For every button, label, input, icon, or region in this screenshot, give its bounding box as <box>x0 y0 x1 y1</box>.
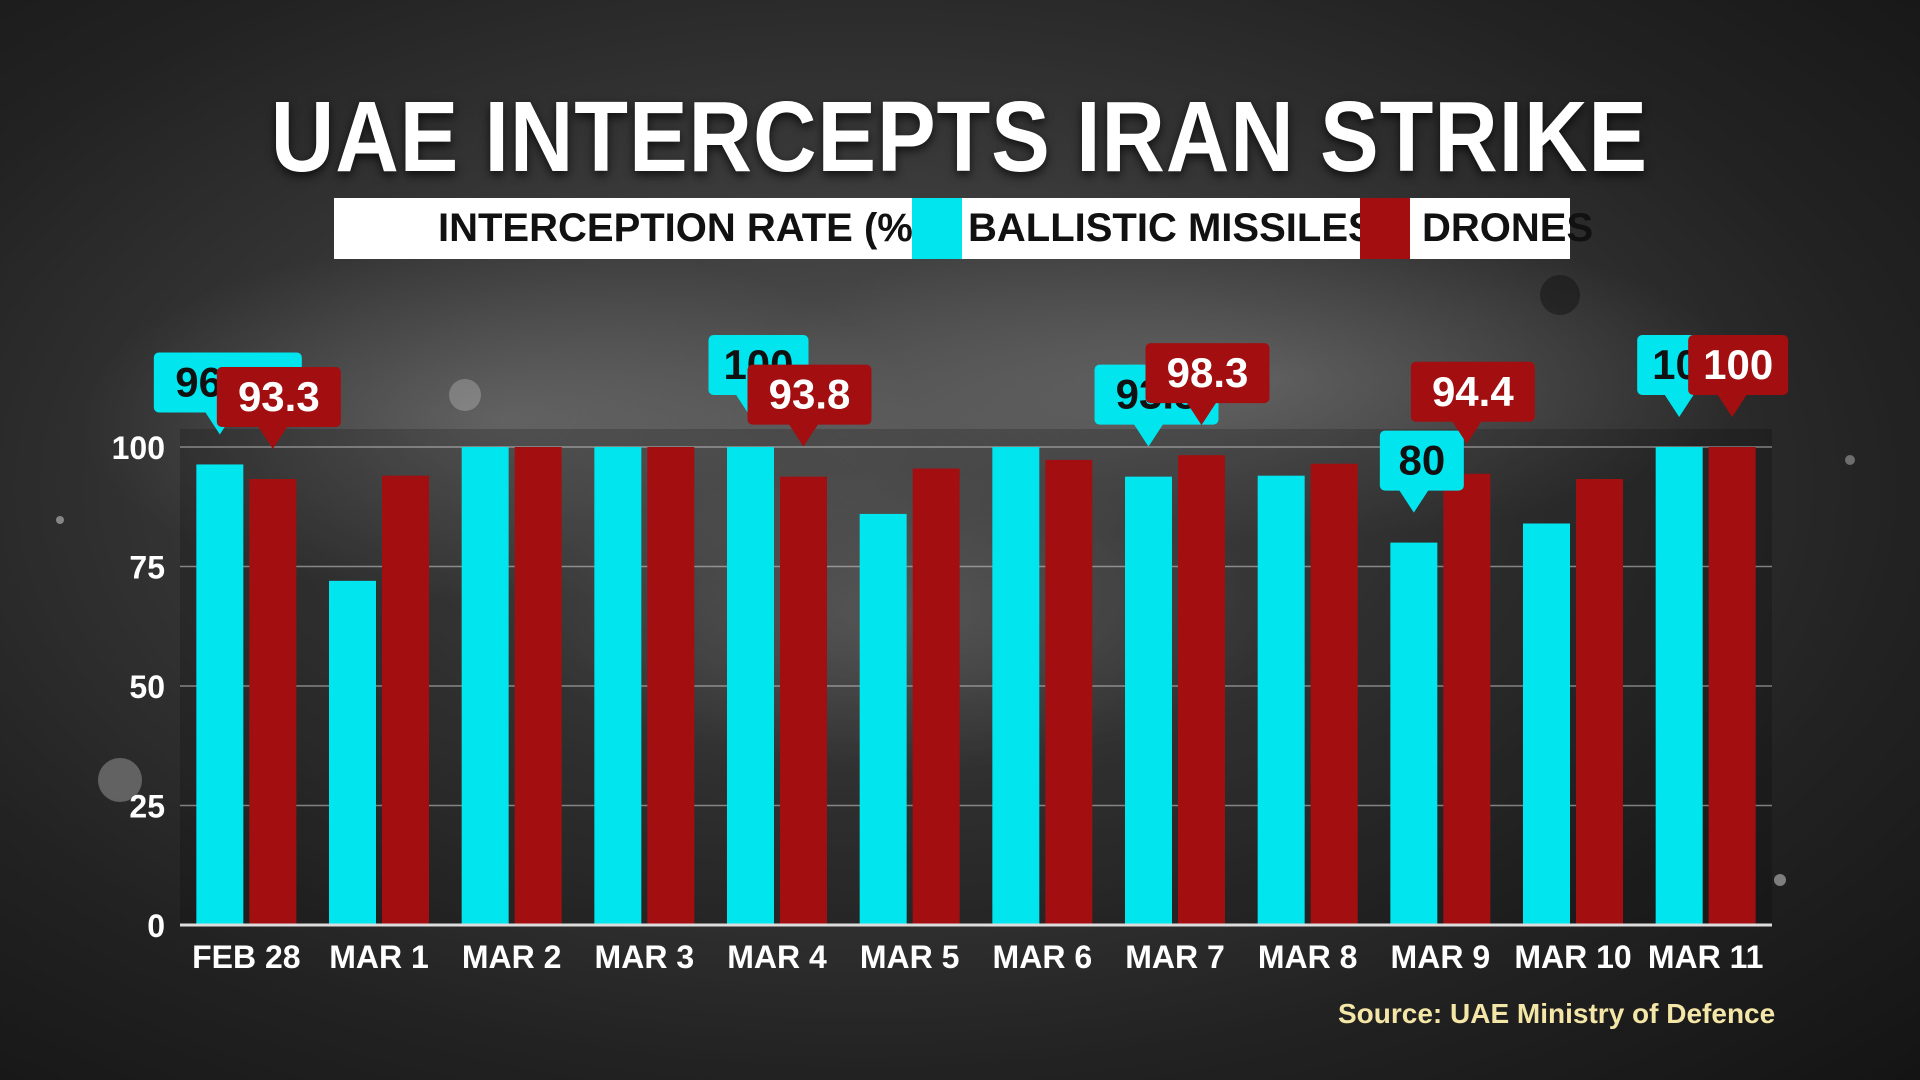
bar-ballistic <box>1125 476 1172 925</box>
legend: INTERCEPTION RATE (%) BALLISTIC MISSILES… <box>334 198 1593 259</box>
x-tick-label: MAR 4 <box>727 939 827 975</box>
legend-rate-label: INTERCEPTION RATE (%) <box>438 206 927 250</box>
data-label: 93.3 <box>238 373 320 420</box>
callout-pointer <box>1398 489 1429 513</box>
bar-ballistic <box>196 464 244 925</box>
callout-box <box>1688 335 1789 395</box>
bar-ballistic <box>594 447 642 925</box>
bar-ballistic <box>461 447 509 925</box>
bar-drones <box>1045 459 1093 925</box>
callout-pointer <box>1133 423 1164 447</box>
callout-pointer <box>257 426 288 450</box>
callout-drones: 100 <box>1688 335 1789 417</box>
data-label: 98.3 <box>1167 349 1249 396</box>
x-tick-label: MAR 6 <box>993 939 1093 975</box>
y-tick-label: 100 <box>112 430 165 466</box>
bar-ballistic <box>1257 475 1305 925</box>
data-label: 93.8 <box>769 371 851 418</box>
bar-ballistic <box>1523 523 1570 925</box>
x-tick-label: MAR 8 <box>1258 939 1358 975</box>
data-label: 80 <box>1398 437 1445 484</box>
legend-drones-label: DRONES <box>1422 206 1594 250</box>
callout-ballistic: 80 <box>1379 430 1464 513</box>
y-tick-label: 25 <box>129 789 165 825</box>
y-tick-label: 0 <box>147 908 165 944</box>
callout-box <box>747 364 872 425</box>
bar-ballistic <box>1655 447 1703 925</box>
source-note: Source: UAE Ministry of Defence <box>1338 998 1776 1029</box>
bar-drones <box>1708 447 1756 925</box>
callout-pointer <box>1451 420 1482 444</box>
callout-pointer <box>1664 394 1695 417</box>
bar-drones <box>1178 455 1225 925</box>
bar-drones <box>249 479 297 925</box>
callout-drones: 93.3 <box>216 367 341 450</box>
plot-area <box>180 429 1772 925</box>
bar-ballistic <box>1390 542 1438 925</box>
callout-drones: 98.3 <box>1145 343 1270 426</box>
data-label: 100 <box>1703 341 1773 388</box>
callout-box <box>1145 343 1270 404</box>
x-tick-label: FEB 28 <box>192 939 300 975</box>
bar-drones <box>1576 479 1623 925</box>
bar-ballistic <box>727 447 774 925</box>
y-tick-label: 50 <box>129 669 165 705</box>
x-tick-label: MAR 9 <box>1391 939 1491 975</box>
x-tick-label: MAR 5 <box>860 939 960 975</box>
legend-swatch-drones <box>1360 198 1410 259</box>
callout-drones: 93.8 <box>747 364 872 447</box>
bar-drones <box>1443 473 1491 925</box>
chart-title: UAE INTERCEPTS IRAN STRIKE <box>270 81 1648 193</box>
y-tick-label: 75 <box>129 550 165 586</box>
data-label: 94.4 <box>1432 368 1514 415</box>
callout-pointer <box>1186 402 1217 426</box>
callout-pointer <box>788 423 819 447</box>
bar-drones <box>382 475 429 925</box>
bar-drones <box>780 476 827 925</box>
bar-ballistic <box>992 447 1040 925</box>
legend-swatch-ballistic <box>912 198 962 259</box>
x-tick-label: MAR 1 <box>329 939 429 975</box>
callout-drones: 94.4 <box>1410 361 1535 444</box>
bar-ballistic <box>859 513 907 925</box>
callout-pointer <box>1717 394 1748 417</box>
x-tick-label: MAR 7 <box>1125 939 1225 975</box>
bar-drones <box>647 447 695 925</box>
x-tick-label: MAR 10 <box>1514 939 1631 975</box>
bar-drones <box>912 468 960 925</box>
legend-ballistic-label: BALLISTIC MISSILES <box>968 206 1375 250</box>
bar-drones <box>514 447 562 925</box>
callout-box <box>1410 361 1535 422</box>
x-tick-label: MAR 3 <box>595 939 695 975</box>
x-tick-label: MAR 11 <box>1648 939 1764 975</box>
callout-box <box>216 367 341 428</box>
bar-ballistic <box>329 580 376 925</box>
x-tick-label: MAR 2 <box>462 939 562 975</box>
callout-box <box>1379 430 1464 491</box>
bar-drones <box>1310 463 1358 925</box>
